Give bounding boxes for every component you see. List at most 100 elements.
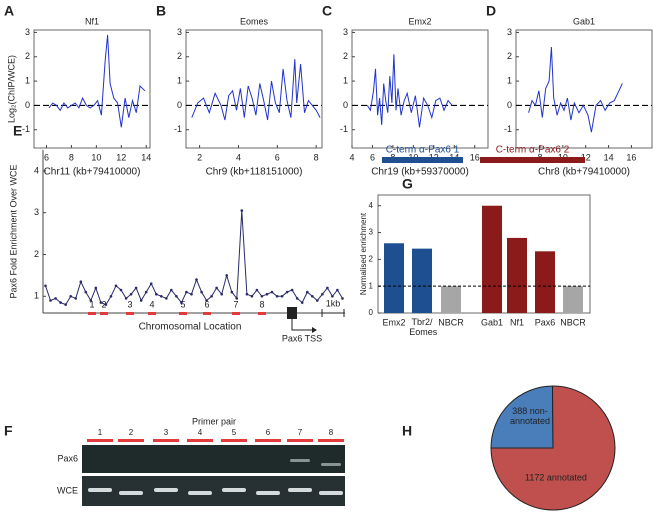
x-axis-label: Chr9 (kb+118151000) bbox=[206, 167, 303, 178]
y-tick-label: 0 bbox=[507, 100, 512, 110]
y-tick-label: 1 bbox=[369, 281, 374, 290]
lane-marker bbox=[221, 439, 247, 442]
plot-frame bbox=[351, 29, 489, 149]
y-tick-label: 2 bbox=[34, 249, 39, 259]
plot-frame bbox=[33, 29, 151, 149]
gel-band bbox=[222, 488, 246, 492]
gel-band bbox=[256, 491, 280, 495]
pie-slice bbox=[490, 385, 616, 511]
bar bbox=[482, 205, 502, 313]
lane-marker bbox=[287, 439, 313, 442]
y-tick-label: 0 bbox=[25, 100, 30, 110]
panel-letter: F bbox=[4, 423, 13, 439]
lane-label: 7 bbox=[298, 428, 303, 437]
y-tick-label: 1 bbox=[343, 75, 348, 85]
chart-title: Gab1 bbox=[573, 16, 595, 26]
y-tick-label: 0 bbox=[369, 308, 374, 317]
primer-label: 2 bbox=[101, 299, 106, 309]
primer-mark bbox=[203, 312, 211, 315]
lane-label: 3 bbox=[164, 428, 169, 437]
x-tick-label: Pax6 bbox=[535, 317, 556, 327]
x-tick-label: 8 bbox=[69, 152, 74, 162]
y-tick-label: 2 bbox=[369, 254, 374, 263]
y-tick-label: 1 bbox=[507, 75, 512, 85]
x-axis-label: Chr8 (kb+79410000) bbox=[538, 167, 630, 178]
row-label: WCE bbox=[57, 485, 78, 495]
panel-letter: H bbox=[402, 423, 412, 439]
gel-band bbox=[119, 491, 143, 495]
x-tick-label: Gab1 bbox=[481, 317, 503, 327]
lane-label: 5 bbox=[232, 428, 237, 437]
x-tick-label: Emx2 bbox=[382, 317, 405, 327]
x-axis-label: Chr11 (kb+79410000) bbox=[44, 167, 141, 178]
slice-label: 1172 annotated bbox=[525, 472, 587, 482]
row-label: Pax6 bbox=[57, 453, 78, 463]
primer-label: 7 bbox=[233, 299, 238, 309]
panel-letter: B bbox=[156, 3, 166, 19]
y-tick-label: 2 bbox=[507, 51, 512, 61]
lane-marker bbox=[318, 439, 344, 442]
x-tick-label: Nf1 bbox=[510, 317, 524, 327]
lane-marker bbox=[87, 439, 113, 442]
gel-band bbox=[288, 488, 312, 492]
y-tick-label: 0 bbox=[177, 100, 182, 110]
plot-frame bbox=[185, 29, 323, 149]
x-tick-label: 6 bbox=[44, 152, 49, 162]
y-tick-label: -1 bbox=[22, 124, 30, 134]
bar bbox=[563, 286, 583, 313]
pie-slice bbox=[490, 385, 554, 449]
y-tick-label: 2 bbox=[343, 51, 348, 61]
tss-arrowhead bbox=[312, 327, 317, 333]
data-line bbox=[48, 34, 146, 128]
lane-label: 2 bbox=[129, 428, 134, 437]
exon bbox=[287, 307, 297, 319]
x-tick-label: 2 bbox=[197, 152, 202, 162]
bar bbox=[412, 248, 432, 313]
bar bbox=[441, 286, 461, 313]
bar bbox=[384, 243, 404, 313]
data-line bbox=[528, 46, 623, 133]
tss-arrow bbox=[291, 319, 312, 331]
gel-band bbox=[319, 491, 343, 495]
primer-mark bbox=[126, 312, 134, 315]
primer-label: 8 bbox=[259, 299, 264, 309]
panel-letter: D bbox=[486, 3, 496, 19]
lane-label: 1 bbox=[98, 428, 103, 437]
primer-mark bbox=[258, 312, 266, 315]
x-axis-label: Chromosomal Location bbox=[139, 322, 242, 333]
y-tick-label: 4 bbox=[369, 201, 374, 210]
gel-band bbox=[188, 491, 212, 495]
data-line bbox=[366, 54, 453, 128]
x-tick-label: 12 bbox=[581, 152, 591, 162]
y-tick-label: 3 bbox=[507, 27, 512, 37]
chart-title: Emx2 bbox=[408, 16, 431, 26]
x-tick-label: 12 bbox=[116, 152, 126, 162]
y-tick-label: 1 bbox=[177, 75, 182, 85]
y-tick-label: 3 bbox=[369, 228, 374, 237]
y-axis-label: Pax6 Fold Enrichment Over WCE bbox=[8, 164, 18, 298]
x-tick-label: 16 bbox=[626, 152, 636, 162]
data-line bbox=[44, 209, 344, 306]
y-tick-label: 1 bbox=[34, 291, 39, 301]
x-tick-label: NBCR bbox=[438, 317, 464, 327]
gel-band bbox=[154, 488, 178, 492]
gel-title: Primer pair bbox=[192, 416, 236, 426]
primer-label: 4 bbox=[149, 299, 154, 309]
x-tick-label: 10 bbox=[91, 152, 101, 162]
chart-title: Eomes bbox=[240, 16, 269, 26]
y-axis-label: Normalised enrichment bbox=[359, 212, 368, 295]
lane-marker bbox=[187, 439, 213, 442]
lane-label: 6 bbox=[266, 428, 271, 437]
tss-label: Pax6 TSS bbox=[282, 333, 322, 343]
gel-band bbox=[88, 488, 112, 492]
y-tick-label: 3 bbox=[34, 207, 39, 217]
chart-title: Nf1 bbox=[85, 16, 99, 26]
y-tick-label: 0 bbox=[343, 100, 348, 110]
x-tick-label: 4 bbox=[236, 152, 241, 162]
x-tick-label: NBCR bbox=[560, 317, 586, 327]
panel-letter: E bbox=[13, 123, 22, 139]
gel-band bbox=[321, 463, 341, 466]
scale-bar bbox=[321, 309, 345, 317]
scale-label: 1kb bbox=[326, 298, 341, 308]
